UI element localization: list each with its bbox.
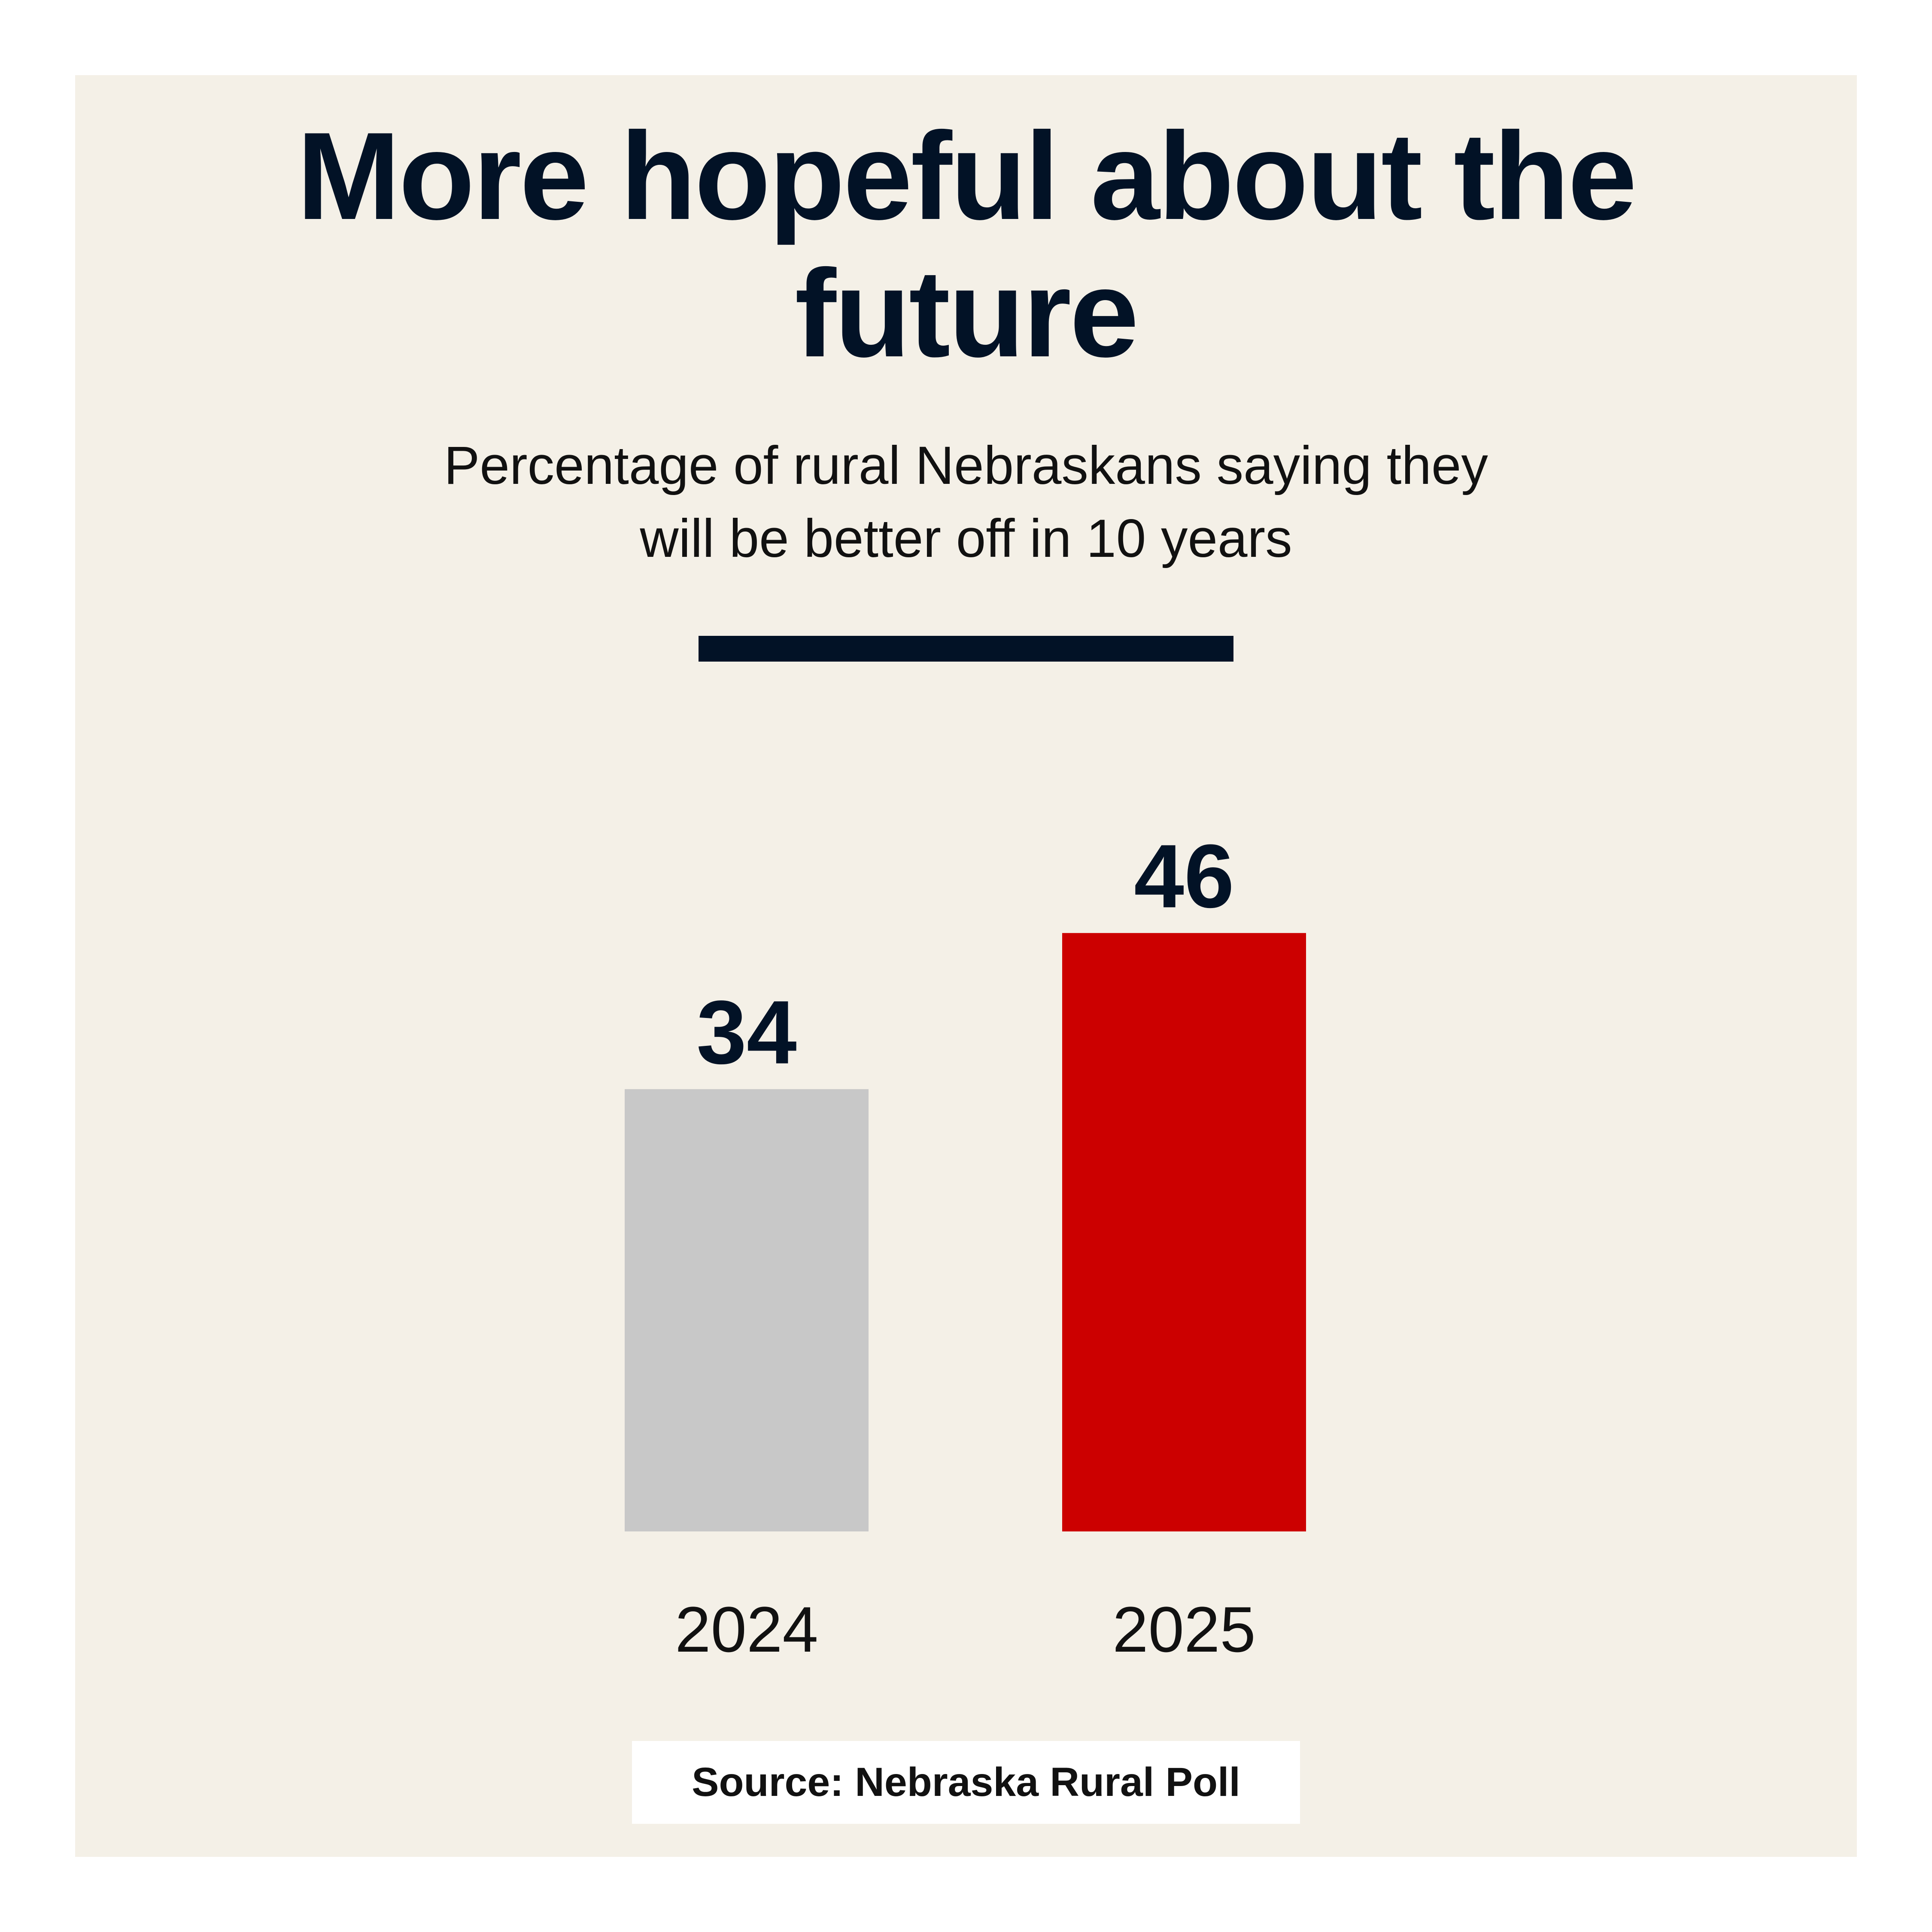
value-label: 46 <box>1134 826 1234 927</box>
source: Source: Nebraska Rural Poll <box>632 1741 1300 1824</box>
value-label: 34 <box>696 982 797 1083</box>
panel <box>75 75 1857 1857</box>
divider <box>699 636 1233 662</box>
x-tick-label: 2024 <box>675 1593 818 1665</box>
chart-subtitle: Percentage of rural Nebraskans saying th… <box>444 436 1488 568</box>
x-tick-label: 2025 <box>1112 1593 1256 1665</box>
bar <box>625 1089 869 1531</box>
bar <box>1062 933 1306 1531</box>
chart-title: More hopeful about the future <box>297 106 1637 383</box>
